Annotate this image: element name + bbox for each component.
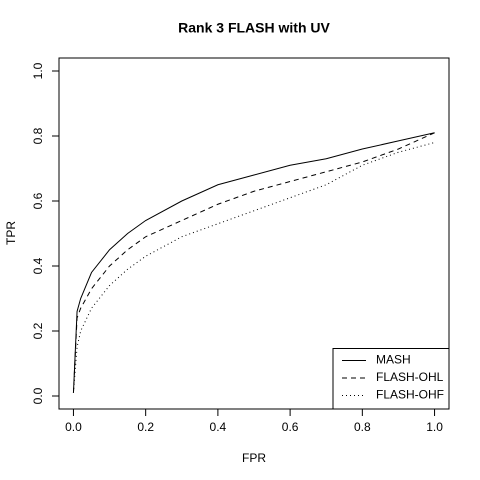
legend-label: MASH [376, 353, 411, 367]
x-tick-label: 0.0 [65, 420, 82, 434]
x-tick-label: 0.6 [282, 420, 299, 434]
series-line [72, 132, 435, 393]
x-axis-title: FPR [242, 451, 266, 465]
x-tick-label: 0.8 [354, 420, 371, 434]
y-tick-label: 1.0 [31, 62, 45, 79]
legend-box [332, 348, 450, 410]
x-tick-label: 0.4 [210, 420, 227, 434]
y-tick-label: 0.4 [31, 257, 45, 274]
legend-label: FLASH-OHF [376, 388, 444, 402]
y-tick-label: 0.2 [31, 322, 45, 339]
chart-title: Rank 3 FLASH with UV [178, 20, 330, 36]
y-tick-label: 0.0 [31, 387, 45, 404]
series-line [72, 132, 435, 393]
x-tick-label: 0.2 [137, 420, 154, 434]
y-axis-title: TPR [4, 221, 18, 245]
x-tick-label: 1.0 [426, 420, 443, 434]
y-tick-label: 0.8 [31, 127, 45, 144]
series-line [72, 142, 435, 393]
legend-label: FLASH-OHL [376, 370, 444, 384]
y-tick-label: 0.6 [31, 192, 45, 209]
